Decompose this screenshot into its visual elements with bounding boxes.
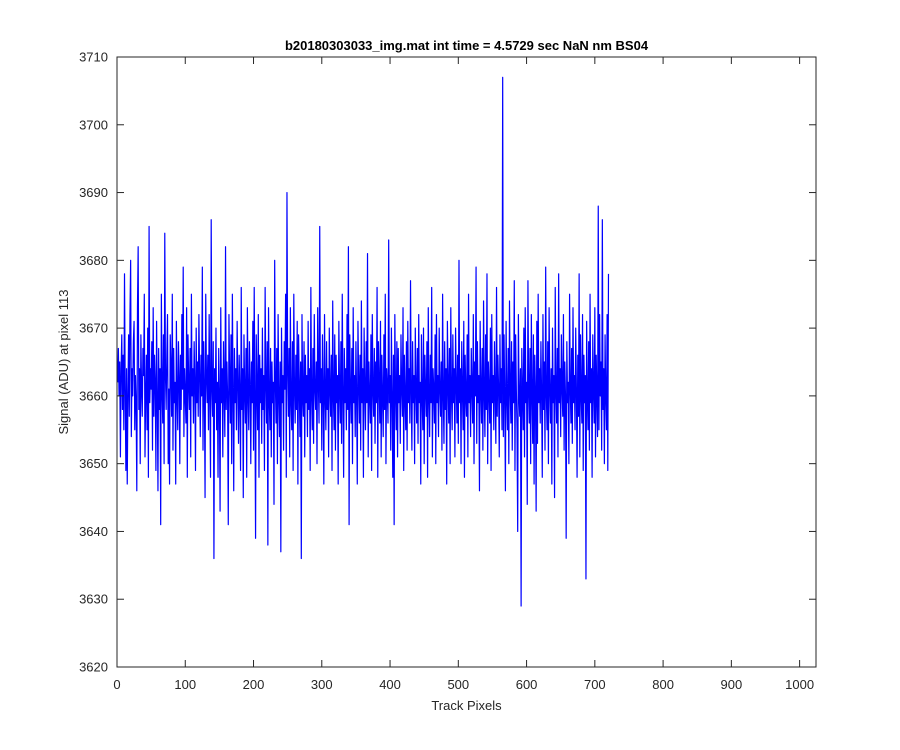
y-tick-label: 3710: [79, 50, 108, 65]
x-tick-label: 400: [379, 677, 401, 692]
y-tick-label: 3630: [79, 592, 108, 607]
y-tick-label: 3680: [79, 253, 108, 268]
x-tick-label: 1000: [785, 677, 814, 692]
x-tick-label: 300: [311, 677, 333, 692]
y-tick-label: 3650: [79, 456, 108, 471]
x-tick-label: 500: [447, 677, 469, 692]
axes-box: [116, 56, 817, 668]
y-tick-label: 3700: [79, 117, 108, 132]
y-tick-label: 3620: [79, 660, 108, 675]
y-tick-label: 3670: [79, 321, 108, 336]
series-line: [117, 76, 610, 607]
x-tick-label: 700: [584, 677, 606, 692]
x-axis-title: Track Pixels: [431, 698, 502, 713]
y-tick-label: 3660: [79, 388, 108, 403]
x-tick-label: 600: [516, 677, 538, 692]
ticks-layer: 0 100 200 300 400 500 600 700 800 900 1000 3620 3630…: [79, 50, 816, 692]
series-layer: [117, 76, 610, 607]
chart-title: b20180303033_img.mat int time = 4.5729 s…: [285, 38, 649, 53]
x-tick-label: 200: [243, 677, 265, 692]
x-tick-label: 100: [174, 677, 196, 692]
y-axis-title: Signal (ADU) at pixel 113: [56, 290, 71, 435]
y-tick-label: 3640: [79, 524, 108, 539]
x-tick-label: 900: [721, 677, 743, 692]
x-tick-label: 0: [113, 677, 120, 692]
y-tick-label: 3690: [79, 185, 108, 200]
x-tick-label: 800: [652, 677, 674, 692]
